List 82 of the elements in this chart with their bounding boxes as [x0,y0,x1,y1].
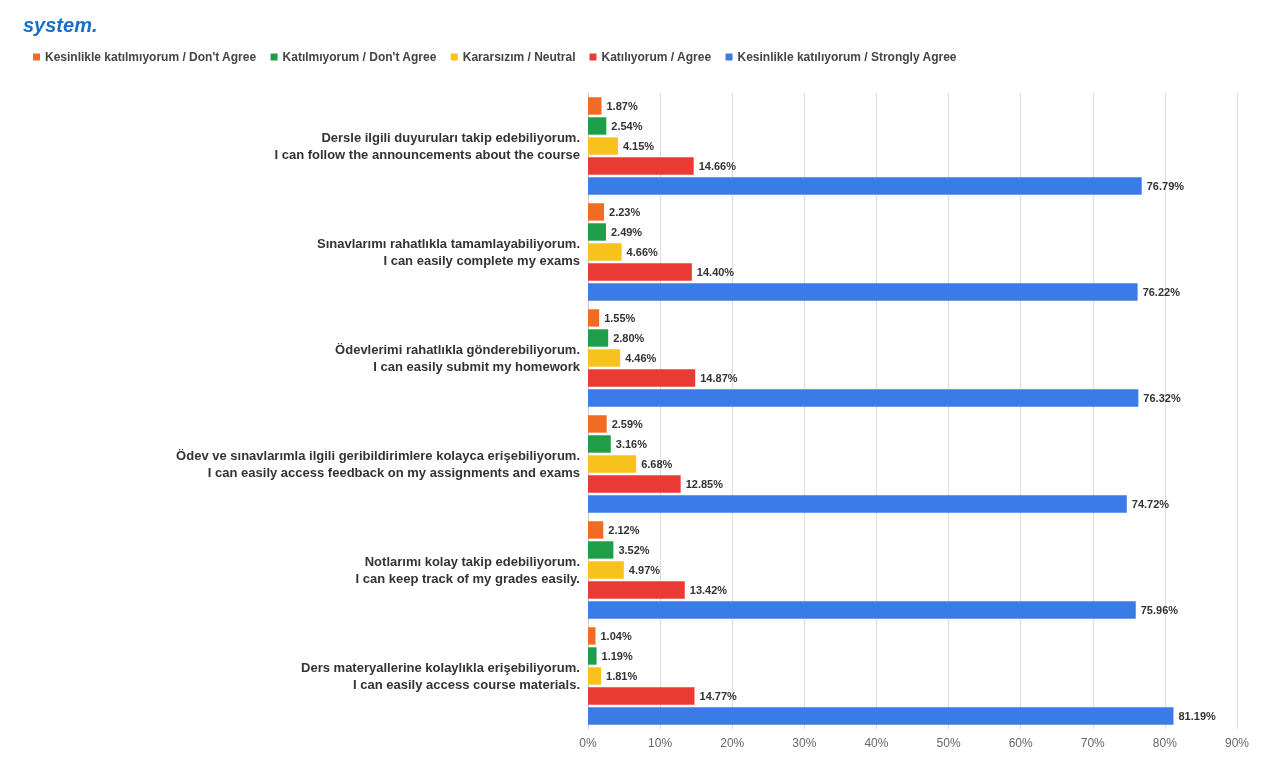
y-tick-label: Ödevlerimi rahatlıkla gönderebiliyorum. I can easily submit my homework [335,342,581,374]
x-tick-label: 50% [936,736,961,750]
data-label: 81.19% [1178,710,1216,723]
x-tick-label: 0% [579,736,597,750]
y-tick-label: Sınavlarımı rahatlıkla tamamlayabiliyorum. I can easily complete my exams [316,236,580,268]
y-tick-label: Notlarımı kolay takip edebiliyorum. I can keep track of my grades easily. [355,554,580,586]
data-label: 14.40% [696,266,735,279]
data-label: 76.32% [1143,392,1181,405]
bar [588,687,695,705]
bar [588,627,596,645]
data-label: 6.68% [641,458,673,470]
text: system. [23,14,98,36]
data-label: 14.87% [700,372,738,385]
bar [588,117,607,135]
data-label: 14.66% [698,160,737,173]
data-label: 3.16% [615,437,648,450]
bar [588,203,605,221]
data-label: 2.23% [609,205,641,218]
data-label: 1.87% [606,99,638,112]
bar [588,581,685,599]
legend-label: Katılıyorum / Agree [601,50,712,64]
data-label: 12.85% [685,478,724,491]
bar [588,435,611,453]
bar [588,97,602,115]
bar [588,243,622,261]
data-label: 2.80% [613,331,645,344]
data-label: 2.12% [608,523,640,536]
legend-label: Katılmıyorum / Don't Agree [282,50,437,64]
bar [588,177,1142,195]
data-label: 3.52% [618,543,650,556]
x-tick-label: 40% [864,736,889,750]
bar [588,601,1136,619]
data-label: 1.55% [604,311,636,324]
data-label: 14.77% [699,690,738,703]
bar [588,223,606,241]
data-label: 2.49% [610,225,643,238]
bar [588,137,618,155]
bar [588,475,681,493]
bar [588,455,637,473]
bar [588,541,614,559]
y-tick-label: Dersle ilgili duyuruları takip edebiliyorum. I can follow the announcements about the course [274,130,580,162]
data-label: 74.72% [1131,498,1170,511]
bar [588,521,604,539]
x-tick-label: 10% [648,736,673,750]
bar [588,329,609,347]
bar [588,415,607,433]
legend-label: Kararsızım / Neutral [462,50,576,64]
data-label: 1.04% [600,629,632,642]
x-tick-label: 80% [1152,736,1178,750]
y-tick-label: Ders materyallerine kolaylıkla erişebiliyorum. I can easily access course materials. [301,660,580,692]
bar [588,369,696,387]
data-label: 76.79% [1146,180,1185,193]
data-label: 4.66% [626,246,659,258]
bar [588,561,624,579]
data-label: 4.15% [622,140,655,152]
data-label: 4.46% [625,352,657,364]
data-label: 2.59% [611,417,644,430]
legend-label: Kesinlikle katılıyorum / Strongly Agree [737,50,957,64]
x-tick-label: 60% [1008,736,1033,750]
bar [588,283,1138,301]
data-label: 76.22% [1142,286,1181,299]
bar [588,707,1174,725]
data-label: 13.42% [689,584,728,597]
data-label: 4.97% [628,564,661,576]
data-label: 1.81% [606,670,638,682]
data-label: 2.54% [611,119,643,132]
bar [588,495,1127,513]
bar [588,667,602,685]
x-tick-label: 20% [720,736,745,750]
bar [588,349,621,367]
x-tick-label: 30% [792,736,817,750]
x-tick-label: 70% [1080,736,1106,750]
bar [588,157,694,175]
y-tick-label: Ödev ve sınavlarımla ilgili geribildirimlere kolayca erişebiliyorum. I can easily access feedback on my assignments and exams [176,448,580,480]
bar [588,647,597,665]
data-label: 75.96% [1140,604,1179,617]
bar [588,263,692,281]
bar [588,309,600,327]
legend-label: Kesinlikle katılmıyorum / Don't Agree [45,50,257,64]
x-tick-label: 90% [1224,736,1250,750]
data-label: 1.19% [601,649,633,662]
bar [588,389,1139,407]
